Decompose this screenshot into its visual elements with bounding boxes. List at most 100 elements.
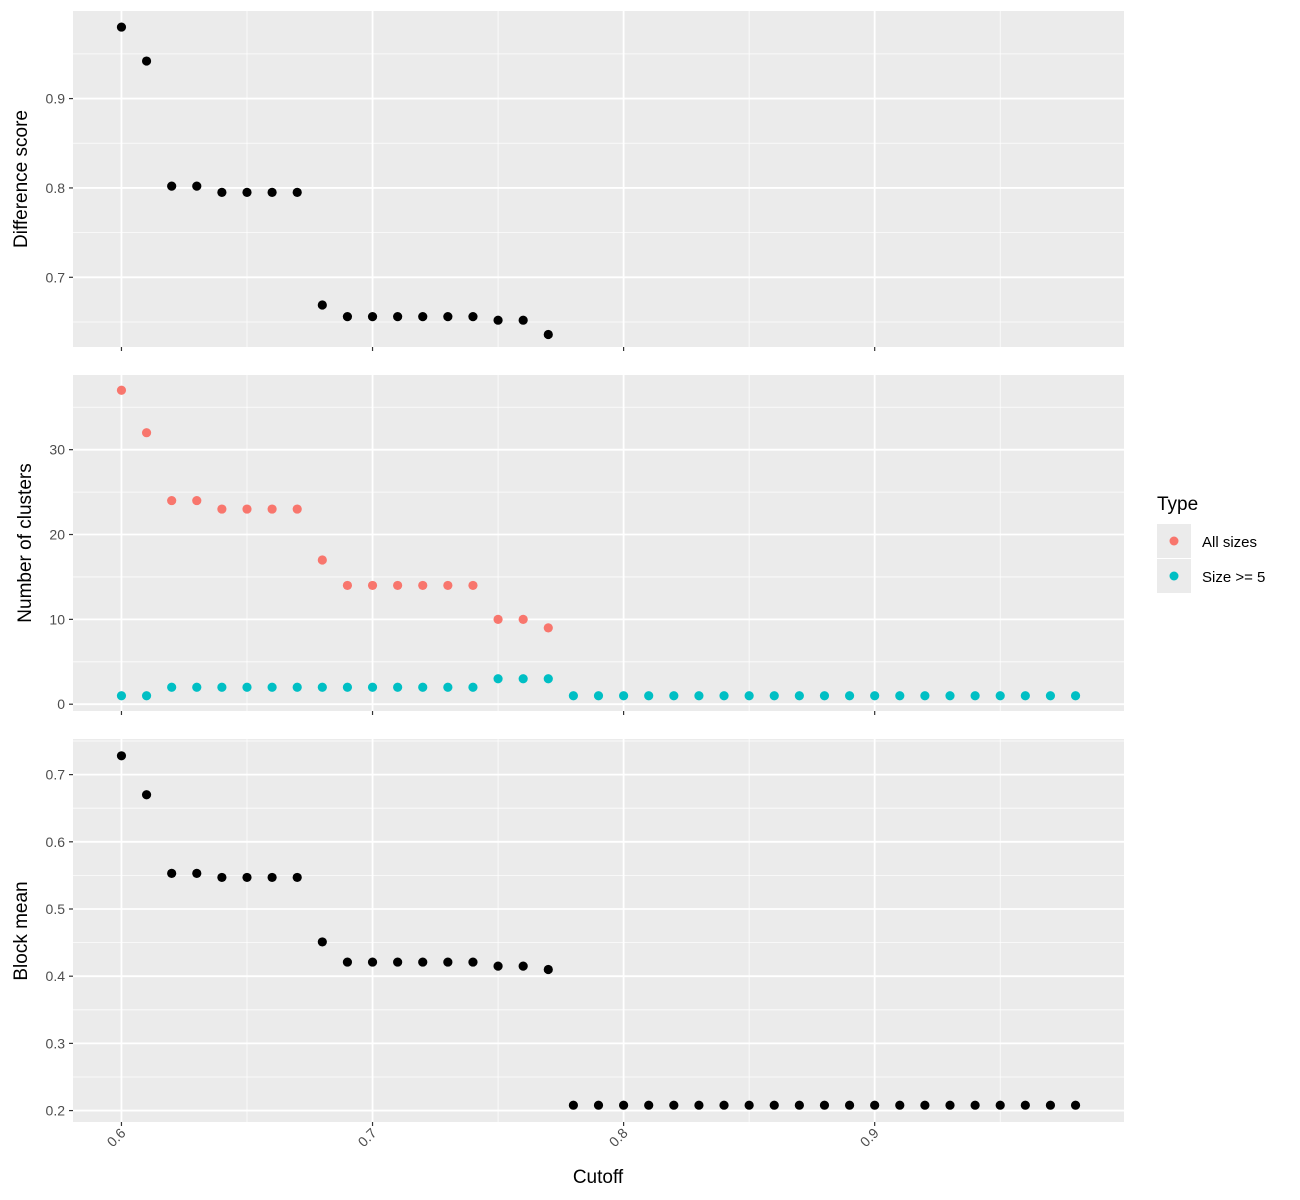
data-point <box>844 691 855 701</box>
data-point <box>342 957 353 967</box>
data-point <box>367 957 378 967</box>
data-point <box>167 682 177 692</box>
data-point <box>644 1100 654 1110</box>
data-point <box>568 691 578 701</box>
data-point <box>192 868 202 878</box>
series-size-5 <box>116 674 1081 701</box>
data-point <box>116 385 127 395</box>
data-point <box>317 300 327 310</box>
data-point <box>644 691 654 701</box>
y-tick-label: 0.6 <box>46 834 66 850</box>
data-point <box>167 495 177 506</box>
x-tick-label: 0.8 <box>606 1125 631 1150</box>
data-point <box>593 1100 604 1110</box>
legend-title: Type <box>1157 494 1198 515</box>
data-point <box>794 691 804 701</box>
data-point <box>393 312 403 322</box>
data-point <box>141 691 152 701</box>
data-point <box>116 751 127 761</box>
panel-middle: 0 10 20 30 <box>49 375 1124 715</box>
data-point <box>694 691 704 701</box>
y-tick-label: 0 <box>57 696 65 712</box>
data-point <box>367 682 378 692</box>
y-tick-label: 0.8 <box>46 180 66 196</box>
series-difference-score <box>116 22 553 340</box>
data-point <box>267 187 277 198</box>
series-all-sizes <box>116 385 553 633</box>
data-point <box>141 790 152 800</box>
data-point <box>443 580 453 591</box>
y-tick-label: 0.4 <box>46 968 66 984</box>
data-point <box>217 504 227 514</box>
data-point <box>393 682 403 692</box>
data-point <box>217 872 227 883</box>
legend: Type All sizes Size >= 5 <box>1157 494 1265 593</box>
data-point <box>242 682 252 692</box>
data-point <box>794 1100 804 1110</box>
data-point <box>518 614 528 624</box>
data-point <box>493 614 503 624</box>
data-point <box>543 674 553 684</box>
data-point <box>242 504 252 514</box>
data-point <box>518 674 528 684</box>
data-point <box>292 682 302 692</box>
data-point <box>895 691 905 701</box>
data-point <box>468 312 478 322</box>
data-point <box>116 22 127 32</box>
series-block-mean <box>116 751 1081 1110</box>
y-axis-title-difference-score: Difference score <box>11 110 32 248</box>
data-point <box>342 312 353 322</box>
data-point <box>619 691 629 701</box>
data-point <box>719 1100 729 1110</box>
data-point <box>393 580 403 591</box>
data-point <box>493 315 503 325</box>
panel-top: 0.7 0.8 0.9 <box>46 11 1124 351</box>
panel-background-bottom <box>73 739 1124 1122</box>
data-point <box>995 691 1005 701</box>
data-point <box>920 691 930 701</box>
data-point <box>518 315 528 325</box>
x-tick-label: 0.9 <box>857 1125 882 1150</box>
data-point <box>167 181 177 191</box>
chart-panels: 0.7 0.8 0.9 0 10 20 30 0.2 0.3 0.4 0.5 0.6 0.7 0.6 0.7… <box>46 11 1124 1150</box>
data-point <box>819 691 830 701</box>
data-point <box>870 691 880 701</box>
data-point <box>418 682 428 692</box>
data-point <box>342 580 353 591</box>
data-point <box>292 872 302 883</box>
data-point <box>493 674 503 684</box>
y-tick-label: 10 <box>49 611 65 627</box>
legend-label-size-ge-5: Size >= 5 <box>1202 569 1265 586</box>
y-tick-label: 0.7 <box>46 767 66 783</box>
data-point <box>267 872 277 883</box>
data-point <box>418 312 428 322</box>
data-point <box>543 964 553 975</box>
legend-swatch-all-sizes <box>1169 536 1179 546</box>
data-point <box>1045 1100 1056 1110</box>
data-point <box>317 682 327 692</box>
data-point <box>443 682 453 692</box>
legend-label-all-sizes: All sizes <box>1202 534 1257 551</box>
y-tick-label: 0.3 <box>46 1035 66 1051</box>
data-point <box>769 691 779 701</box>
y-axis-title-block-mean: Block mean <box>11 881 32 980</box>
data-point <box>192 181 202 191</box>
data-point <box>719 691 729 701</box>
data-point <box>367 312 378 322</box>
data-point <box>418 957 428 967</box>
y-axis-title-number-of-clusters: Number of clusters <box>15 463 36 622</box>
y-tick-label: 0.9 <box>46 91 66 107</box>
data-point <box>694 1100 704 1110</box>
data-point <box>619 1100 629 1110</box>
x-axis-title-cutoff: Cutoff <box>573 1167 624 1188</box>
data-point <box>518 961 528 971</box>
data-point <box>543 623 553 633</box>
data-point <box>242 872 252 883</box>
panel-bottom: 0.2 0.3 0.4 0.5 0.6 0.7 0.6 0.7 0.8 0.9 <box>46 739 1124 1150</box>
data-point <box>1070 1100 1081 1110</box>
data-point <box>970 1100 980 1110</box>
data-point <box>543 329 553 340</box>
data-point <box>342 682 353 692</box>
data-point <box>141 428 152 438</box>
y-tick-label: 0.7 <box>46 269 66 285</box>
